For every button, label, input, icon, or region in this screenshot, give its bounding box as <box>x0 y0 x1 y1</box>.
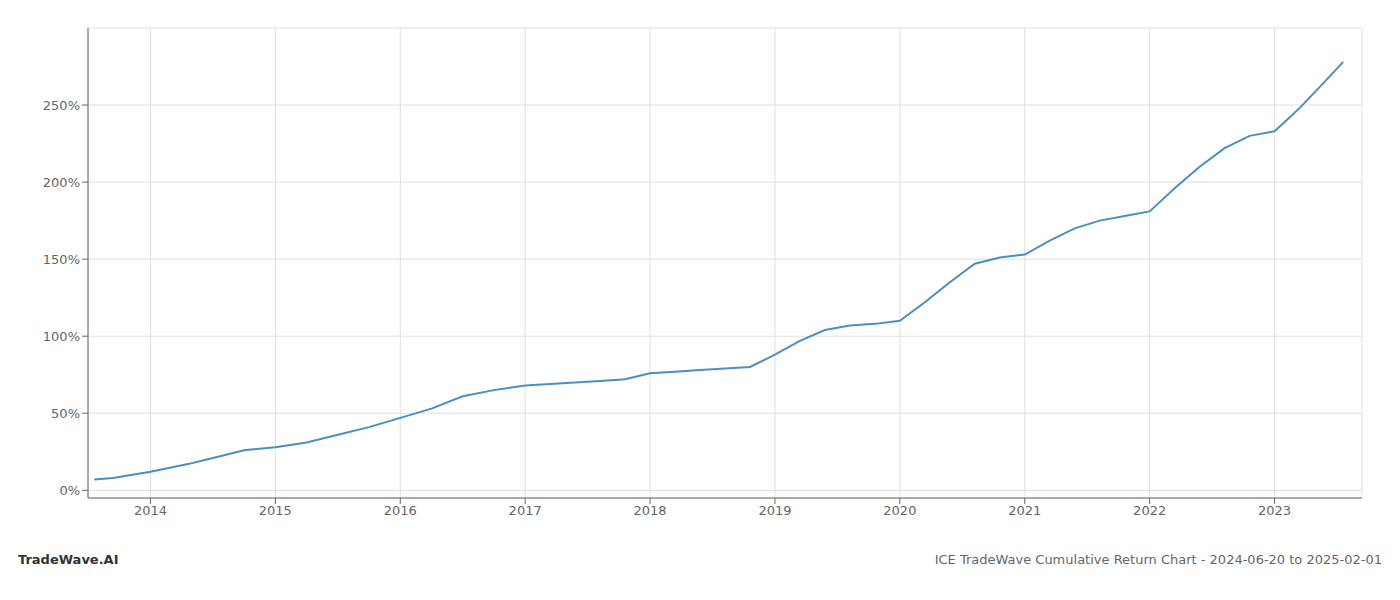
svg-text:200%: 200% <box>43 175 80 190</box>
svg-text:2018: 2018 <box>634 503 667 518</box>
svg-text:2016: 2016 <box>384 503 417 518</box>
svg-text:2020: 2020 <box>883 503 916 518</box>
svg-text:0%: 0% <box>59 483 80 498</box>
svg-text:2019: 2019 <box>758 503 791 518</box>
svg-text:150%: 150% <box>43 252 80 267</box>
svg-text:250%: 250% <box>43 98 80 113</box>
svg-text:2022: 2022 <box>1133 503 1166 518</box>
html-text:ICE TradeWave Cumulative Retur: ICE TradeWave Cumulative Return Chart - … <box>934 552 1382 567</box>
svg-text:2017: 2017 <box>509 503 542 518</box>
svg-text:50%: 50% <box>51 406 80 421</box>
svg-text:2015: 2015 <box>259 503 292 518</box>
svg-text:100%: 100% <box>43 329 80 344</box>
html-text:TradeWave.AI: TradeWave.AI <box>18 552 119 567</box>
svg-text:2023: 2023 <box>1258 503 1291 518</box>
svg-text:2021: 2021 <box>1008 503 1041 518</box>
svg-text:2014: 2014 <box>134 503 167 518</box>
